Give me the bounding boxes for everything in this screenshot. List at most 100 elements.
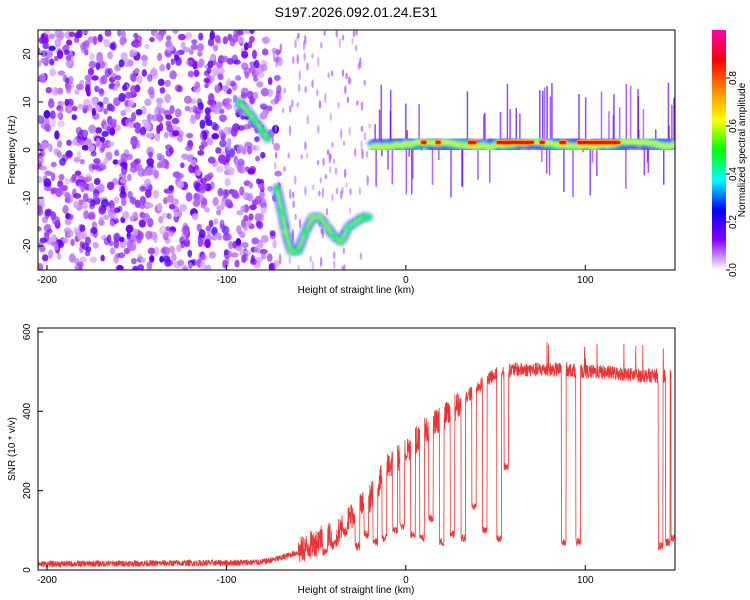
noise-blob xyxy=(218,129,224,137)
snr-frame xyxy=(37,327,676,571)
noise-blob xyxy=(341,69,345,78)
noise-blob xyxy=(180,41,186,49)
noise-blob xyxy=(212,44,219,52)
noise-blob xyxy=(223,249,229,256)
spectrogram-marks xyxy=(38,30,675,270)
noise-blob xyxy=(304,86,307,93)
noise-blob xyxy=(250,145,257,151)
noise-blob xyxy=(91,164,99,170)
noise-blob xyxy=(79,79,85,86)
noise-blob xyxy=(79,224,86,233)
noise-blob xyxy=(68,213,74,220)
noise-blob xyxy=(297,32,300,39)
noise-blob xyxy=(124,105,133,113)
noise-blob xyxy=(217,188,224,197)
noise-blob xyxy=(48,249,54,259)
noise-blob xyxy=(171,117,180,125)
noise-blob xyxy=(360,125,364,133)
colorbar-tick-label: 0.8 xyxy=(728,71,739,85)
noise-blob xyxy=(210,74,215,83)
noise-blob xyxy=(51,86,59,96)
noise-blob xyxy=(232,33,239,43)
noise-region xyxy=(38,30,371,270)
colorbar-gradient xyxy=(712,30,726,270)
noise-blob xyxy=(342,247,346,255)
noise-blob xyxy=(82,30,89,34)
snr-panel: -200 -100 0 100 0 200 400 600 Height of straig… xyxy=(7,323,676,596)
noise-blob xyxy=(174,84,182,92)
noise-blob xyxy=(97,33,103,43)
spectrogram-y-tick-label: -20 xyxy=(22,238,33,253)
noise-blob xyxy=(345,72,348,80)
noise-blob xyxy=(255,178,261,185)
noise-blob xyxy=(38,60,42,67)
noise-blob xyxy=(168,184,175,191)
noise-blob xyxy=(103,157,109,165)
noise-blob xyxy=(68,31,76,38)
spectrogram-y-tick-label: 20 xyxy=(22,48,33,60)
noise-blob xyxy=(120,185,126,195)
track-point xyxy=(235,98,243,106)
noise-blob xyxy=(349,77,352,85)
noise-blob xyxy=(237,164,243,173)
noise-blob xyxy=(153,169,159,179)
snr-x-ticks: -200 -100 0 100 xyxy=(37,565,594,586)
noise-blob xyxy=(234,259,240,268)
noise-blob xyxy=(153,246,160,257)
noise-blob xyxy=(38,241,44,249)
noise-blob xyxy=(185,32,193,40)
noise-blob xyxy=(321,187,325,199)
noise-blob xyxy=(363,79,366,86)
colorbar-tick-label: 0.2 xyxy=(728,215,739,229)
noise-blob xyxy=(236,225,242,235)
noise-blob xyxy=(142,212,150,223)
snr-series-line xyxy=(38,342,675,569)
noise-blob xyxy=(356,100,359,106)
noise-blob xyxy=(260,87,269,97)
colorbar-tick-label: 0.6 xyxy=(728,119,739,133)
noise-blob xyxy=(274,161,277,171)
noise-blob xyxy=(133,228,139,237)
noise-blob xyxy=(317,56,320,67)
noise-blob xyxy=(88,182,95,192)
noise-blob xyxy=(149,255,155,263)
noise-blob xyxy=(113,97,121,106)
noise-blob xyxy=(156,202,163,212)
noise-blob xyxy=(89,256,98,263)
noise-blob xyxy=(59,157,66,166)
noise-blob xyxy=(100,254,105,262)
noise-blob xyxy=(359,57,362,69)
noise-blob xyxy=(53,243,59,251)
noise-blob xyxy=(85,84,91,94)
noise-blob xyxy=(273,261,276,270)
noise-blob xyxy=(43,178,52,187)
noise-blob xyxy=(297,264,300,270)
noise-blob xyxy=(120,109,127,117)
noise-blob xyxy=(39,237,48,244)
noise-blob xyxy=(87,197,94,204)
noise-blob xyxy=(321,228,324,239)
noise-blob xyxy=(249,30,255,35)
snr-x-tick-label: 100 xyxy=(577,575,594,586)
noise-blob xyxy=(210,55,216,61)
noise-blob xyxy=(271,47,278,54)
spectrogram-y-tick-label: -10 xyxy=(22,190,33,205)
noise-blob xyxy=(41,141,49,150)
noise-blob xyxy=(222,36,228,45)
noise-blob xyxy=(50,187,58,194)
noise-blob xyxy=(341,265,344,270)
noise-blob xyxy=(163,131,169,139)
noise-blob xyxy=(291,99,294,108)
noise-blob xyxy=(346,96,350,103)
noise-blob xyxy=(85,246,92,253)
noise-blob xyxy=(291,229,295,240)
spectrogram-x-tick-label: 0 xyxy=(403,275,409,286)
noise-blob xyxy=(157,52,163,62)
noise-blob xyxy=(191,213,199,221)
noise-blob xyxy=(165,35,172,41)
noise-blob xyxy=(112,159,119,165)
noise-blob xyxy=(114,64,121,72)
noise-blob xyxy=(151,66,157,76)
noise-blob xyxy=(294,213,297,221)
noise-blob xyxy=(291,191,295,199)
